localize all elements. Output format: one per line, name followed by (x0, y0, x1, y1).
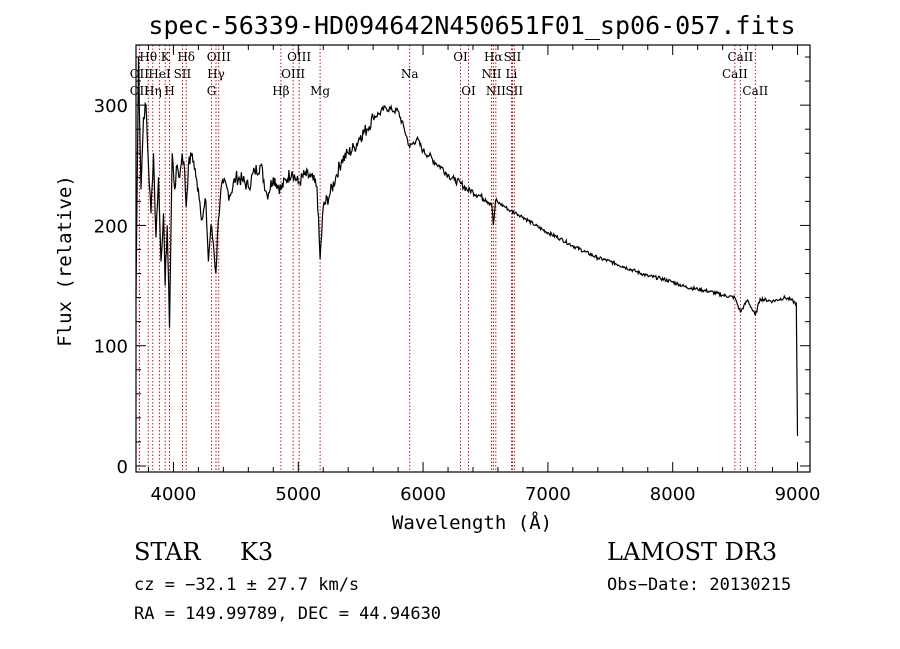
chart-title: spec-56339-HD094642N450651F01_sp06-057.f… (148, 11, 795, 40)
line-label-sii: SII (174, 67, 192, 81)
line-label-oiii: OIII (281, 67, 305, 81)
line-label-oiii: OIII (287, 50, 311, 64)
line-label-caii: CaII (722, 67, 748, 81)
line-label-oi: OI (461, 84, 476, 98)
x-tick-label: 9000 (775, 484, 821, 505)
survey-name: LAMOST DR3 (607, 538, 777, 566)
line-label-mg: Mg (310, 84, 330, 98)
line-label-oiii: OIII (207, 50, 231, 64)
line-label-hγ: Hγ (207, 67, 225, 81)
x-axis-label: Wavelength (Å) (392, 511, 552, 534)
line-label-nii: NII (486, 84, 506, 98)
line-label-caii: CaII (727, 50, 753, 64)
line-label-li: Li (506, 67, 518, 81)
object-subclass: K3 (240, 538, 273, 566)
x-tick-label: 4000 (151, 484, 197, 505)
y-tick-label: 300 (94, 96, 128, 117)
x-tick-label: 5000 (275, 484, 321, 505)
line-label-k: K (161, 50, 171, 64)
line-label-hη: Hη (144, 84, 162, 98)
spectral-line-markers (138, 45, 756, 472)
x-tick-label: 6000 (400, 484, 446, 505)
line-label-g: G (207, 84, 217, 98)
line-label-oi: OI (453, 50, 468, 64)
y-axis-ticks: 0 100 200 300 (94, 56, 810, 478)
flux-spectrum-line (135, 56, 799, 436)
observation-date: Obs−Date: 20130215 (607, 575, 791, 595)
line-label-hei: HeI (148, 67, 171, 81)
line-label-hα: Hα (484, 50, 503, 64)
x-tick-label: 7000 (525, 484, 571, 505)
object-class: STAR (134, 538, 201, 566)
y-axis-label: Flux (relative) (54, 175, 76, 347)
line-label-hθ: Hθ (139, 50, 157, 64)
line-label-sii: SII (505, 84, 523, 98)
y-tick-label: 200 (94, 216, 128, 237)
line-label-na: Na (401, 67, 419, 81)
y-tick-label: 100 (94, 337, 128, 358)
line-label-hβ: Hβ (272, 84, 289, 98)
redshift-readout: cz = −32.1 ± 27.7 km/s (134, 575, 359, 595)
x-tick-label: 8000 (650, 484, 696, 505)
line-label-h: H (164, 84, 174, 98)
x-axis-ticks: 4000 5000 6000 7000 8000 9000 (147, 45, 821, 505)
plot-frame (135, 44, 811, 473)
line-label-sii: SII (504, 50, 522, 64)
line-label-oii: OII (130, 67, 150, 81)
line-label-nii: NII (481, 67, 501, 81)
coordinates-readout: RA = 149.99789, DEC = 44.94630 (134, 604, 441, 624)
line-label-caii: CaII (742, 84, 768, 98)
line-label-hδ: Hδ (177, 50, 195, 64)
y-tick-label: 0 (117, 457, 128, 478)
